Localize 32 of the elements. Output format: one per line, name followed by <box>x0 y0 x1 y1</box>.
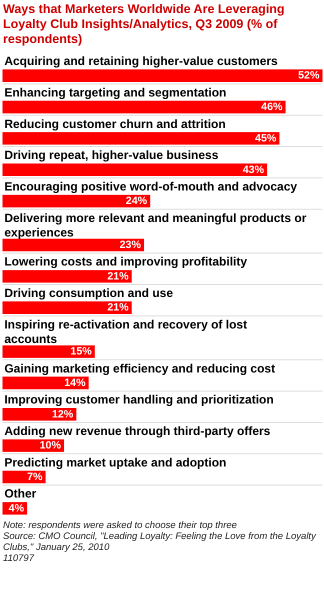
data-label: 45% <box>255 132 277 145</box>
y-tick-label: Lowering costs and improving profitability <box>4 254 248 269</box>
data-label: 23% <box>120 239 142 252</box>
data-label: 43% <box>242 164 265 176</box>
y-tick-label: Inspiring re-activation and recovery of lost accounts <box>4 318 248 346</box>
data-label: 15% <box>70 346 92 358</box>
y-tick-label: Predicting market uptake and adoption <box>4 456 226 470</box>
data-label: 52% <box>298 70 320 82</box>
y-tick-label: Adding new revenue through third-party offers <box>4 424 271 438</box>
data-label: 12% <box>52 408 74 420</box>
annotation: Note: respondents were asked to choose their top three <box>3 520 238 532</box>
y-tick-label: Other <box>4 486 37 501</box>
y-tick-label: Improving customer handling and prioritization <box>4 392 274 407</box>
data-label: 14% <box>64 377 86 390</box>
chart-title: Ways that Marketers Worldwide Are Leveraging Loyalty Club Insights/Analytics, Q3 2009 (% of respondents) <box>3 2 286 47</box>
data-label: 24% <box>126 195 148 208</box>
data-label: 7% <box>27 471 44 484</box>
y-tick-label: Enhancing targeting and segmentation <box>4 86 226 100</box>
data-label: 10% <box>40 440 62 452</box>
y-tick-label: Driving repeat, higher-value business <box>4 148 219 162</box>
y-tick-label: Reducing customer churn and attrition <box>4 116 226 131</box>
y-tick-label: Delivering more relevant and meaningful products or experiences <box>4 210 307 240</box>
text: 110797 <box>3 553 36 564</box>
y-tick-label: Encouraging positive word-of-mouth and advocacy <box>4 180 298 194</box>
data-label: 46% <box>261 101 284 114</box>
data-label: 21% <box>107 302 130 314</box>
data-label: 21% <box>107 270 130 282</box>
y-tick-label: Acquiring and retaining higher-value customers <box>4 54 278 68</box>
source-note: Source: CMO Council, "Leading Loyalty: Feeling the Love from the Loyalty Clubs," January 25, 2010 <box>3 531 318 554</box>
y-tick-label: Driving consumption and use <box>4 286 174 300</box>
data-label: 4% <box>8 502 25 514</box>
y-tick-label: Gaining marketing efficiency and reducing cost <box>4 361 276 376</box>
